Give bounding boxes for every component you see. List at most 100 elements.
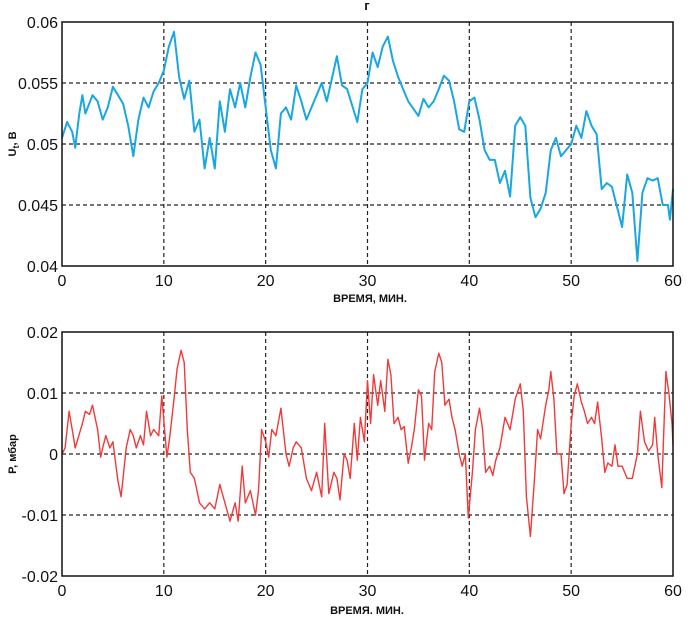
data-point	[590, 125, 593, 127]
data-point	[646, 177, 649, 179]
data-point	[392, 60, 394, 62]
plot-frame	[61, 21, 674, 267]
data-point	[361, 88, 364, 90]
data-point	[545, 192, 547, 194]
data-point	[611, 465, 613, 467]
data-point	[120, 496, 122, 498]
data-point	[428, 106, 430, 108]
data-point	[81, 94, 83, 96]
data-point	[657, 453, 659, 455]
data-point	[393, 422, 395, 425]
data-point	[74, 147, 76, 149]
data-point	[326, 100, 328, 102]
data-point	[509, 429, 511, 431]
data-point	[657, 177, 659, 179]
data-point	[481, 429, 484, 431]
data-point	[102, 447, 104, 449]
data-point	[188, 79, 190, 82]
data-point	[453, 100, 455, 102]
data-point	[229, 520, 231, 522]
data-point	[407, 100, 409, 102]
data-point	[580, 401, 582, 403]
data-point	[407, 462, 409, 464]
data-point	[667, 204, 669, 206]
data-point	[166, 456, 168, 458]
data-point	[129, 429, 131, 431]
data-point	[214, 508, 216, 510]
data-point	[81, 422, 83, 425]
data-point	[438, 88, 440, 90]
x-tick-label: 30	[359, 583, 377, 600]
data-point	[522, 410, 524, 412]
x-tick-label: 0	[58, 273, 67, 290]
data-point	[499, 182, 501, 184]
data-point	[132, 155, 134, 157]
data-point	[566, 483, 568, 486]
data-point	[107, 106, 109, 108]
data-point	[525, 496, 527, 498]
data-point	[305, 477, 307, 479]
x-axis-label: ВРЕМЯ. МИН.	[330, 605, 404, 617]
data-point	[617, 465, 619, 467]
data-point	[339, 499, 341, 501]
data-point	[259, 64, 262, 66]
data-point	[504, 416, 506, 418]
data-point	[377, 66, 379, 68]
y-tick-label: -0.01	[22, 508, 59, 525]
data-point	[353, 422, 355, 425]
data-point	[570, 143, 572, 145]
data-point	[474, 429, 477, 431]
data-point	[534, 216, 537, 218]
data-point	[145, 410, 148, 412]
data-point	[280, 112, 282, 115]
data-point	[580, 137, 582, 139]
data-point	[234, 502, 236, 504]
series-line	[61, 349, 674, 538]
data-point	[180, 349, 182, 351]
data-point	[458, 128, 460, 130]
data-point	[647, 450, 650, 452]
x-tick-label: 20	[257, 273, 275, 290]
data-point	[234, 106, 236, 108]
data-point	[158, 435, 160, 437]
data-point	[183, 361, 185, 364]
data-point	[292, 447, 294, 449]
data-point	[84, 410, 87, 412]
data-point	[178, 76, 180, 78]
data-point	[321, 496, 323, 498]
data-point	[239, 82, 241, 84]
data-point	[343, 453, 345, 455]
data-point	[573, 395, 575, 397]
x-tick-label: 40	[460, 583, 478, 600]
data-point	[471, 471, 473, 473]
data-point	[117, 480, 119, 483]
data-point	[209, 137, 211, 139]
data-point	[135, 447, 137, 449]
data-point	[290, 119, 292, 121]
data-point	[387, 36, 389, 38]
data-point	[173, 31, 175, 33]
data-point	[413, 429, 415, 431]
data-point	[614, 444, 616, 446]
data-point	[652, 180, 654, 182]
data-point	[189, 471, 191, 473]
data-point	[203, 167, 206, 169]
data-point	[570, 422, 572, 425]
data-point	[454, 429, 456, 431]
y-tick-label: 0.04	[27, 259, 58, 276]
data-point	[254, 514, 257, 516]
data-point	[524, 125, 526, 127]
x-tick-label: 50	[562, 273, 580, 290]
y-tick-label: -0.02	[22, 569, 59, 586]
data-point	[575, 125, 577, 127]
data-point	[300, 100, 302, 102]
data-point	[403, 425, 405, 428]
data-point	[112, 86, 114, 88]
data-point	[553, 398, 555, 400]
data-point	[473, 97, 476, 99]
data-point	[176, 368, 178, 370]
data-point	[214, 167, 216, 169]
data-point	[519, 116, 521, 118]
data-point	[448, 398, 450, 400]
